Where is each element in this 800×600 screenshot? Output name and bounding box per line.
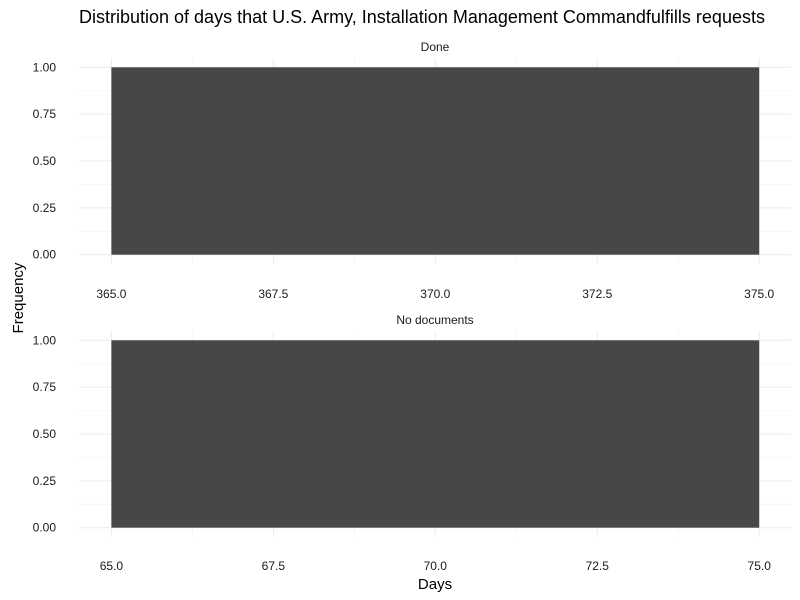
y-tick-label: 0.00: [33, 248, 57, 262]
x-tick-label: 365.0: [96, 287, 126, 301]
y-tick-label: 1.00: [33, 333, 57, 347]
y-axis-label: Frequency: [10, 262, 27, 333]
y-tick-label: 0.75: [33, 380, 57, 394]
histogram-bar: [111, 340, 760, 528]
y-tick-label: 0.50: [33, 427, 57, 441]
x-tick-label: 370.0: [420, 287, 450, 301]
x-tick-label: 67.5: [262, 559, 286, 573]
x-tick-label: 65.0: [100, 559, 124, 573]
x-axis-label: Days: [418, 576, 452, 593]
panel-strip-label: Done: [421, 40, 450, 54]
histogram-bar: [111, 67, 760, 255]
panel-strip-label: No documents: [396, 313, 473, 327]
panel-1: No documents 0.00 0.25 0.50 0.75 1.00 65.0 67.5…: [33, 313, 791, 573]
x-tick-label: 70.0: [424, 559, 448, 573]
y-tick-label: 0.75: [33, 107, 57, 121]
y-tick-label: 0.00: [33, 521, 57, 535]
x-tick-label: 372.5: [582, 287, 612, 301]
panel-0: Done 0.00 0.25 0.50 0.75 1.00 365.0 367.5 370.0 3…: [33, 40, 791, 301]
y-tick-label: 1.00: [33, 60, 57, 74]
x-tick-label: 367.5: [258, 287, 288, 301]
y-tick-label: 0.25: [33, 474, 57, 488]
chart-title: Distribution of days that U.S. Army, Ins…: [79, 7, 765, 27]
x-tick-label: 72.5: [586, 559, 610, 573]
y-tick-label: 0.50: [33, 154, 57, 168]
x-tick-label: 375.0: [744, 287, 774, 301]
y-tick-label: 0.25: [33, 201, 57, 215]
x-tick-label: 75.0: [748, 559, 772, 573]
